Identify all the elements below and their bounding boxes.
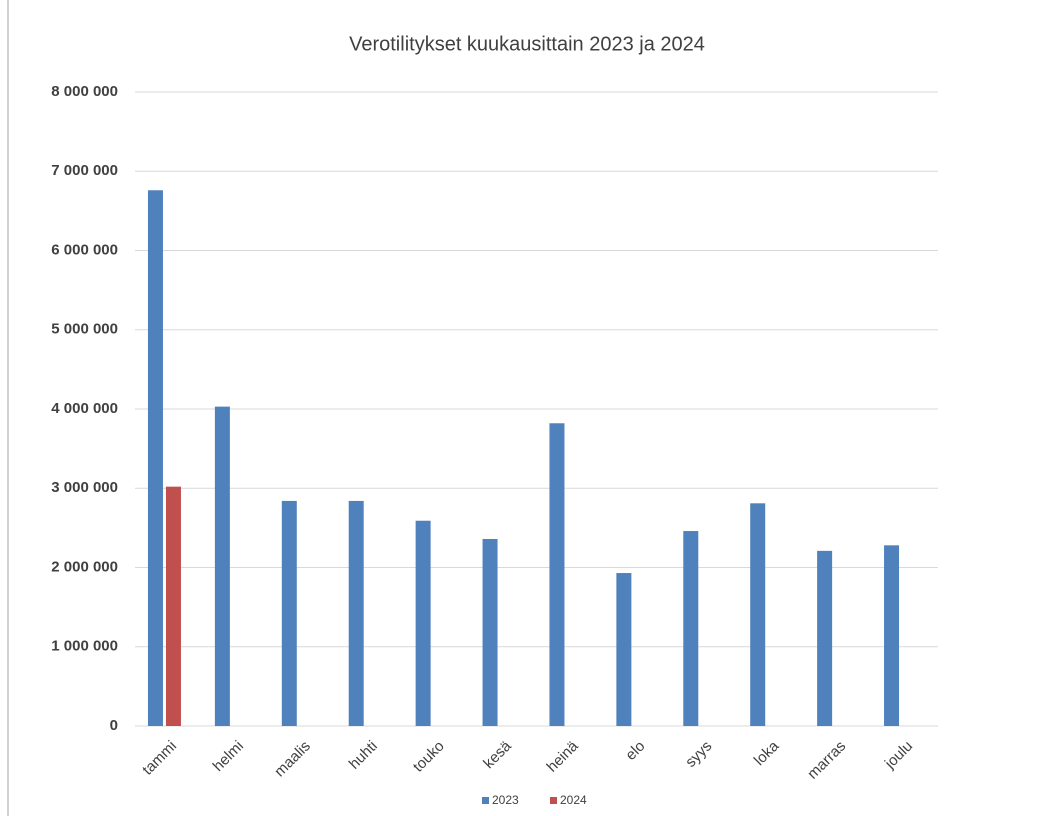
bar: [683, 531, 699, 726]
bar: [549, 423, 565, 726]
x-tick-label: maalis: [271, 738, 314, 781]
legend-label: 2023: [492, 793, 519, 807]
bar: [482, 538, 498, 726]
x-tick-label: elo: [622, 738, 648, 764]
bar: [884, 545, 900, 726]
chart-title: Verotilitykset kuukausittain 2023 ja 202…: [349, 33, 705, 55]
x-tick-label: loka: [751, 737, 783, 769]
bar: [415, 520, 431, 726]
bar: [165, 486, 181, 726]
y-tick-label: 0: [110, 717, 118, 734]
x-tick-label: marras: [804, 738, 849, 783]
y-tick-label: 4 000 000: [51, 400, 118, 417]
x-tick-label: syys: [682, 738, 715, 771]
x-tick-label: touko: [410, 738, 448, 776]
bar: [750, 503, 766, 726]
y-tick-label: 3 000 000: [51, 479, 118, 496]
bar: [281, 500, 297, 726]
y-tick-label: 8 000 000: [51, 83, 118, 100]
y-tick-label: 2 000 000: [51, 558, 118, 575]
x-tick-label: tammi: [139, 738, 180, 779]
bar: [147, 190, 163, 726]
legend-swatch: [550, 797, 557, 804]
legend-label: 2024: [560, 793, 587, 807]
bar: [348, 500, 364, 726]
y-tick-label: 7 000 000: [51, 162, 118, 179]
bar: [817, 550, 833, 726]
x-tick-label: helmi: [210, 738, 247, 775]
x-tick-label: huhti: [346, 738, 381, 773]
y-tick-label: 6 000 000: [51, 241, 118, 258]
x-tick-label: kesä: [480, 737, 515, 772]
bar: [616, 573, 632, 726]
bar: [214, 406, 230, 726]
y-tick-label: 5 000 000: [51, 321, 118, 338]
legend-swatch: [482, 797, 489, 804]
x-tick-label: heinä: [544, 737, 582, 775]
y-tick-label: 1 000 000: [51, 638, 118, 655]
x-tick-label: joulu: [881, 738, 916, 773]
